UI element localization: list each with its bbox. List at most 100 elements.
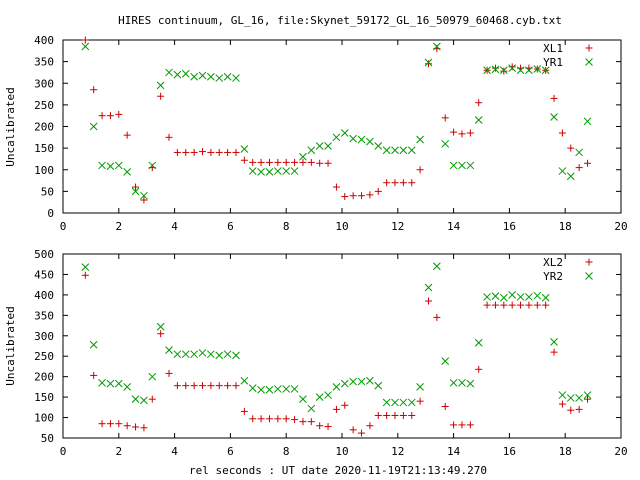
y-tick-label: 150 (34, 391, 54, 404)
data-point (583, 391, 592, 399)
data-point (474, 116, 483, 124)
data-point (198, 349, 207, 357)
data-point (500, 67, 508, 75)
data-point (98, 161, 106, 170)
data-point (165, 369, 173, 377)
data-point (181, 350, 190, 359)
x-tick-label: 4 (171, 220, 178, 233)
data-point (391, 146, 399, 155)
data-point (499, 66, 508, 75)
y-tick-label: 350 (34, 309, 54, 322)
data-point (81, 42, 90, 51)
top-panel: Uncalibrated XL1 YR1 0 2 4 6 8 10 12 14 16 18 2005… (4, 34, 628, 233)
data-point (491, 292, 500, 300)
data-point (190, 382, 198, 390)
data-point (157, 330, 165, 338)
y-tick-label: 450 (34, 268, 54, 281)
y-tick-label: 0 (47, 207, 54, 220)
data-point (207, 148, 215, 156)
data-point (123, 131, 131, 139)
data-point (181, 69, 190, 78)
data-point (249, 158, 257, 166)
data-point (416, 166, 424, 174)
data-point (324, 423, 332, 431)
bottom-panel-legend: XL2 YR2 (543, 256, 563, 283)
data-point (567, 144, 575, 152)
data-point (508, 291, 517, 299)
data-point (424, 297, 432, 305)
x-tick-label: 8 (283, 220, 290, 233)
data-point (517, 301, 525, 309)
data-point (257, 168, 265, 176)
data-point (391, 179, 399, 187)
y-tick-label: 250 (34, 350, 54, 363)
x-axis-label: rel seconds : UT date 2020-11-19T21:13:4… (189, 464, 487, 477)
data-point (114, 379, 123, 388)
data-point (433, 42, 441, 51)
data-point (282, 415, 290, 423)
data-point (358, 192, 366, 200)
data-point (324, 142, 332, 150)
data-point (441, 357, 450, 365)
data-point (349, 426, 357, 434)
data-point (332, 133, 341, 142)
data-point (466, 421, 474, 429)
data-point (483, 66, 491, 75)
series-yr1 (81, 42, 592, 200)
data-point (450, 128, 458, 136)
data-point (332, 383, 341, 391)
data-point (81, 36, 89, 44)
data-point (483, 301, 491, 309)
y-tick-label: 250 (34, 99, 54, 112)
data-point (558, 391, 567, 399)
data-point (140, 424, 148, 432)
data-point (274, 415, 282, 423)
data-point (157, 92, 165, 100)
data-point (173, 148, 181, 156)
data-point (533, 301, 541, 309)
data-point (441, 403, 449, 411)
data-point (441, 114, 449, 122)
data-point (248, 167, 257, 175)
data-point (265, 168, 274, 176)
data-point (140, 396, 148, 405)
data-point (148, 161, 157, 170)
data-point (223, 72, 232, 81)
data-point (215, 74, 224, 82)
data-point (123, 168, 132, 176)
data-point (424, 60, 432, 68)
data-point (315, 393, 324, 401)
data-point (324, 159, 332, 167)
data-point (366, 191, 374, 199)
data-point (123, 422, 131, 430)
data-point (299, 152, 307, 161)
data-point (198, 71, 207, 80)
data-point (349, 377, 358, 386)
data-point (399, 179, 407, 187)
data-point (525, 293, 533, 301)
data-point (240, 145, 249, 153)
data-point (132, 183, 140, 191)
data-point (558, 167, 567, 175)
data-point (382, 398, 391, 407)
data-point (399, 412, 407, 420)
data-point (232, 74, 240, 82)
data-point (424, 283, 433, 292)
data-point (81, 271, 89, 279)
x-tick-label: 12 (391, 445, 404, 458)
data-point (290, 385, 299, 393)
data-point (508, 64, 517, 72)
legend-label-yr2: YR2 (543, 270, 563, 283)
data-point (583, 117, 592, 126)
data-point (265, 385, 274, 394)
y-tick-label: 50 (41, 185, 54, 198)
legend-marker-xl2 (585, 258, 593, 266)
data-point (123, 383, 132, 391)
data-point (291, 416, 299, 424)
data-point (315, 142, 324, 150)
data-point (374, 412, 382, 420)
data-point (299, 395, 307, 404)
data-point (257, 415, 265, 423)
data-point (282, 385, 291, 393)
data-point (240, 407, 248, 415)
